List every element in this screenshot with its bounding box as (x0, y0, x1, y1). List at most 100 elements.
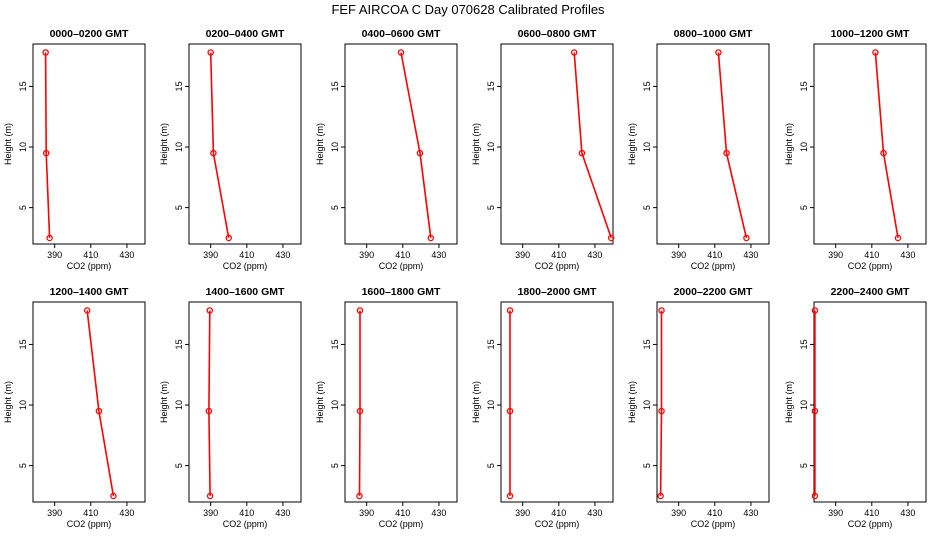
y-tick-label: 15 (18, 81, 28, 91)
x-tick-label: 430 (587, 508, 602, 518)
y-tick-label: 5 (174, 463, 184, 468)
panel-title: 0600–0800 GMT (518, 28, 597, 40)
panel-5: 1000–1200 GMT 390 410 430 5 10 15 CO2 (ppm) Heig… (784, 28, 927, 271)
x-tick-label: 430 (743, 508, 758, 518)
y-axis-label: Height (m) (627, 123, 637, 165)
panel-title: 2000–2200 GMT (674, 286, 753, 298)
plot-frame (344, 43, 458, 245)
data-point (206, 307, 214, 314)
y-tick-label: 5 (330, 463, 340, 468)
data-point (715, 49, 722, 56)
y-tick-label: 5 (486, 463, 496, 468)
y-tick-label: 10 (642, 400, 652, 410)
y-tick-label: 10 (174, 400, 184, 410)
y-tick-label: 15 (330, 339, 340, 349)
x-axis-label: CO2 (ppm) (848, 261, 893, 271)
data-point (811, 492, 819, 500)
panel-9: 1800–2000 GMT 390 410 430 5 10 15 CO2 (ppm) Heig… (471, 286, 614, 529)
y-tick-label: 15 (799, 81, 809, 91)
profile-line (717, 52, 748, 239)
data-point (427, 234, 435, 242)
x-tick-label: 430 (119, 250, 134, 260)
x-axis-label: CO2 (ppm) (535, 519, 580, 529)
y-tick-label: 15 (486, 81, 496, 91)
x-tick-label: 410 (551, 508, 566, 518)
x-tick-label: 410 (83, 508, 98, 518)
data-point (607, 234, 615, 242)
data-point (110, 492, 117, 500)
y-tick-label: 10 (799, 400, 809, 410)
y-tick-label: 10 (799, 142, 809, 152)
y-tick-label: 10 (174, 142, 184, 152)
x-tick-label: 430 (275, 250, 290, 260)
y-tick-label: 5 (18, 205, 28, 210)
data-point (723, 149, 730, 157)
panel-4: 0800–1000 GMT 390 410 430 5 10 15 CO2 (ppm) Heig… (627, 28, 770, 271)
profile-line (400, 52, 432, 239)
y-tick-label: 10 (486, 142, 496, 152)
y-axis-label: Height (m) (471, 123, 481, 165)
y-tick-label: 5 (330, 205, 340, 210)
y-tick-label: 15 (18, 339, 28, 349)
panel-0: 0000–0200 GMT 390 410 430 5 10 15 CO2 (ppm) Heig… (3, 28, 146, 271)
y-tick-label: 5 (642, 205, 652, 210)
panel-grid: 0000–0200 GMT 390 410 430 5 10 15 CO2 (ppm) Heig… (3, 28, 927, 529)
data-point (872, 49, 879, 56)
x-tick-label: 390 (671, 250, 686, 260)
x-tick-label: 430 (900, 508, 915, 518)
data-point (397, 49, 405, 56)
y-axis-label: Height (m) (159, 123, 169, 165)
x-tick-label: 430 (587, 250, 602, 260)
x-axis-label: CO2 (ppm) (67, 261, 112, 271)
panel-title: 1600–1800 GMT (362, 286, 441, 298)
y-tick-label: 15 (642, 81, 652, 91)
y-tick-label: 10 (18, 400, 28, 410)
plot-frame (188, 43, 302, 245)
data-point (506, 407, 514, 415)
y-tick-label: 5 (799, 205, 809, 210)
x-axis-label: CO2 (ppm) (223, 261, 268, 271)
x-tick-label: 410 (239, 508, 254, 518)
data-point (416, 149, 424, 157)
x-tick-label: 390 (828, 250, 843, 260)
profile-line (358, 310, 361, 496)
x-axis-label: CO2 (ppm) (223, 519, 268, 529)
profile-line (573, 52, 612, 239)
y-tick-label: 15 (330, 81, 340, 91)
y-tick-label: 15 (642, 339, 652, 349)
data-point (42, 149, 50, 157)
y-axis-label: Height (m) (627, 381, 637, 423)
profile-line (874, 52, 899, 239)
data-point (356, 492, 363, 500)
plot-frame (500, 301, 614, 503)
x-axis-label: CO2 (ppm) (379, 261, 424, 271)
panel-6: 1200–1400 GMT 390 410 430 5 10 15 CO2 (ppm) Heig… (3, 286, 146, 529)
data-point (570, 49, 578, 56)
y-tick-label: 5 (486, 205, 496, 210)
panel-11: 2200–2400 GMT 390 410 430 5 10 15 CO2 (ppm) Heig… (784, 286, 927, 529)
x-tick-label: 410 (864, 508, 879, 518)
data-point (578, 149, 586, 157)
panel-2: 0400–0600 GMT 390 410 430 5 10 15 CO2 (ppm) Heig… (315, 28, 458, 271)
data-point (880, 149, 887, 157)
x-axis-label: CO2 (ppm) (691, 519, 736, 529)
plot-frame (656, 301, 770, 503)
x-tick-label: 410 (395, 508, 410, 518)
x-tick-label: 410 (707, 250, 722, 260)
x-axis-label: CO2 (ppm) (848, 519, 893, 529)
panel-title: 0400–0600 GMT (362, 28, 441, 40)
x-tick-label: 390 (203, 508, 218, 518)
y-tick-label: 15 (486, 339, 496, 349)
profile-line (86, 310, 115, 497)
x-tick-label: 410 (864, 250, 879, 260)
x-axis-label: CO2 (ppm) (691, 261, 736, 271)
x-tick-label: 410 (395, 250, 410, 260)
y-axis-label: Height (m) (315, 123, 325, 165)
profile-line (208, 310, 211, 496)
plot-frame (656, 43, 770, 245)
x-tick-label: 390 (515, 508, 530, 518)
panel-3: 0600–0800 GMT 390 410 430 5 10 15 CO2 (ppm) Heig… (471, 28, 615, 271)
panel-title: 1000–1200 GMT (831, 28, 910, 40)
plot-frame (188, 301, 302, 503)
y-tick-label: 10 (330, 400, 340, 410)
